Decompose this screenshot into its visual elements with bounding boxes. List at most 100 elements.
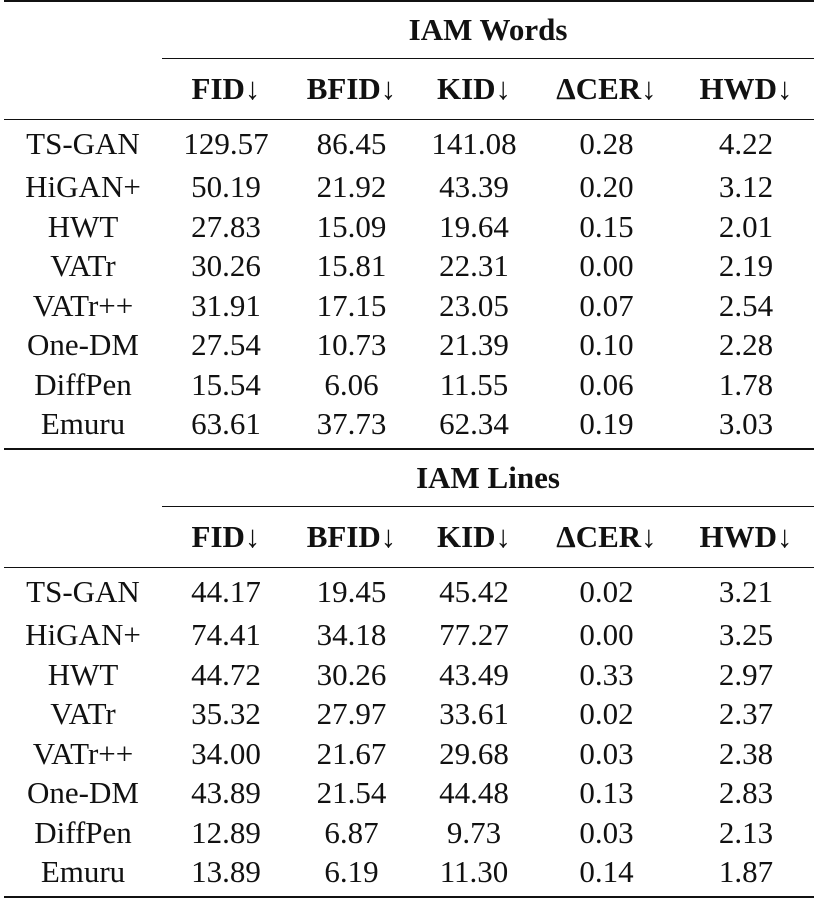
table-row: One-DM 43.89 21.54 44.48 0.13 2.83: [4, 774, 814, 814]
column-header: BFID↓: [290, 506, 413, 568]
method-name: HWT: [47, 208, 119, 244]
table-row: TS-GAN 129.57 86.45 141.08 0.28 4.22: [4, 120, 814, 168]
metric-value: 6.19: [290, 852, 413, 898]
metric-value: 21.67: [316, 735, 387, 771]
method-name: Emuru: [4, 404, 162, 450]
metric-value: 0.13: [579, 775, 634, 811]
metric-value: 0.07: [579, 287, 634, 323]
column-header: HWD↓: [678, 506, 815, 568]
metric-value: 11.30: [413, 852, 535, 898]
metric-value: 43.89: [191, 775, 261, 811]
metric-value: 44.48: [439, 775, 509, 811]
metric-value: 1.87: [678, 852, 815, 898]
metric-value: 0.15: [579, 208, 634, 244]
table-row: VATr++ 34.00 21.67 29.68 0.03 2.38: [4, 734, 814, 774]
metric-value: 0.10: [579, 327, 634, 363]
method-name: VATr++: [32, 287, 134, 323]
metric-value: 9.73: [446, 814, 502, 850]
metric-value: 6.06: [324, 366, 379, 402]
metric-value: 2.97: [718, 656, 774, 692]
metric-value: 0.02: [579, 573, 634, 609]
metric-value: 4.22: [718, 125, 774, 161]
metric-value: 19.64: [439, 208, 509, 244]
column-header: KID↓: [413, 58, 535, 120]
metric-value: 22.31: [439, 248, 509, 284]
table-row: HiGAN+ 50.19 21.92 43.39 0.20 3.12: [4, 168, 814, 208]
metric-value: 62.34: [413, 404, 535, 450]
metric-value: 30.26: [191, 248, 261, 284]
metric-value: 0.00: [579, 617, 634, 653]
empty-cell: [4, 448, 162, 507]
metric-value: 3.25: [718, 617, 774, 653]
metric-value: 34.18: [316, 617, 387, 653]
metric-value: 74.41: [191, 617, 261, 653]
metric-value: 3.03: [678, 404, 815, 450]
metric-value: 86.45: [316, 125, 387, 161]
empty-cell: [4, 506, 162, 568]
metric-value: 2.19: [718, 248, 774, 284]
metric-value: 2.28: [718, 327, 774, 363]
metric-value: 19.45: [316, 573, 387, 609]
method-name: DiffPen: [34, 366, 132, 402]
column-header-row: FID↓ BFID↓ KID↓ ΔCER↓ HWD↓: [4, 506, 815, 568]
column-header: ΔCER↓: [535, 506, 678, 568]
metric-value: 77.27: [439, 617, 509, 653]
metric-value: 35.32: [191, 696, 261, 732]
section-title-row: IAM Lines: [4, 448, 815, 507]
method-name: Emuru: [4, 852, 162, 898]
metric-value: 6.87: [324, 814, 379, 850]
empty-cell: [4, 0, 162, 59]
empty-cell: [4, 58, 162, 120]
column-header-row: FID↓ BFID↓ KID↓ ΔCER↓ HWD↓: [4, 58, 815, 120]
method-name: VATr: [50, 696, 116, 732]
metric-value: 2.38: [718, 735, 774, 771]
method-name: DiffPen: [34, 814, 132, 850]
metric-value: 0.28: [579, 125, 634, 161]
table-row: TS-GAN 44.17 19.45 45.42 0.02 3.21: [4, 568, 814, 616]
metric-value: 21.54: [316, 775, 387, 811]
column-header: FID↓: [162, 506, 290, 568]
table-row: HWT 44.72 30.26 43.49 0.33 2.97: [4, 655, 814, 695]
metric-value: 13.89: [162, 852, 290, 898]
metric-value: 0.19: [535, 404, 678, 450]
metric-value: 30.26: [316, 656, 387, 692]
method-name: TS-GAN: [26, 573, 140, 609]
method-name: VATr++: [32, 735, 134, 771]
metric-value: 11.55: [439, 366, 509, 402]
metric-value: 27.97: [316, 696, 387, 732]
metric-value: 0.03: [579, 814, 634, 850]
metric-value: 0.14: [535, 852, 678, 898]
results-table: IAM Words FID↓ BFID↓ KID↓ ΔCER↓ HWD↓ TS-GAN 129…: [4, 0, 815, 898]
metric-value: 0.02: [579, 696, 634, 732]
metric-value: 0.06: [579, 366, 634, 402]
metric-value: 2.01: [718, 208, 774, 244]
metric-value: 0.00: [579, 248, 634, 284]
metric-value: 27.83: [191, 208, 261, 244]
metric-value: 0.20: [579, 169, 634, 205]
table-row: VATr++ 31.91 17.15 23.05 0.07 2.54: [4, 286, 814, 326]
metric-value: 10.73: [316, 327, 387, 363]
metric-value: 2.83: [718, 775, 774, 811]
results-table-body: IAM Words FID↓ BFID↓ KID↓ ΔCER↓ HWD↓ TS-GAN 129…: [4, 0, 815, 898]
metric-value: 34.00: [191, 735, 261, 771]
section-title: IAM Lines: [162, 448, 815, 507]
metric-value: 0.03: [579, 735, 634, 771]
column-header: ΔCER↓: [535, 58, 678, 120]
column-header: HWD↓: [678, 58, 815, 120]
column-header: FID↓: [162, 58, 290, 120]
method-name: One-DM: [27, 327, 139, 363]
metric-value: 63.61: [162, 404, 290, 450]
metric-value: 21.39: [439, 327, 509, 363]
metric-value: 15.09: [316, 208, 387, 244]
metric-value: 43.39: [439, 169, 509, 205]
metric-value: 43.49: [439, 656, 509, 692]
metric-value: 2.54: [718, 287, 774, 323]
method-name: HWT: [47, 656, 119, 692]
method-name: HiGAN+: [25, 617, 141, 653]
metric-value: 0.33: [579, 656, 634, 692]
metric-value: 2.37: [718, 696, 774, 732]
metric-value: 15.54: [191, 366, 261, 402]
metric-value: 44.17: [191, 573, 261, 609]
metric-value: 37.73: [290, 404, 413, 450]
